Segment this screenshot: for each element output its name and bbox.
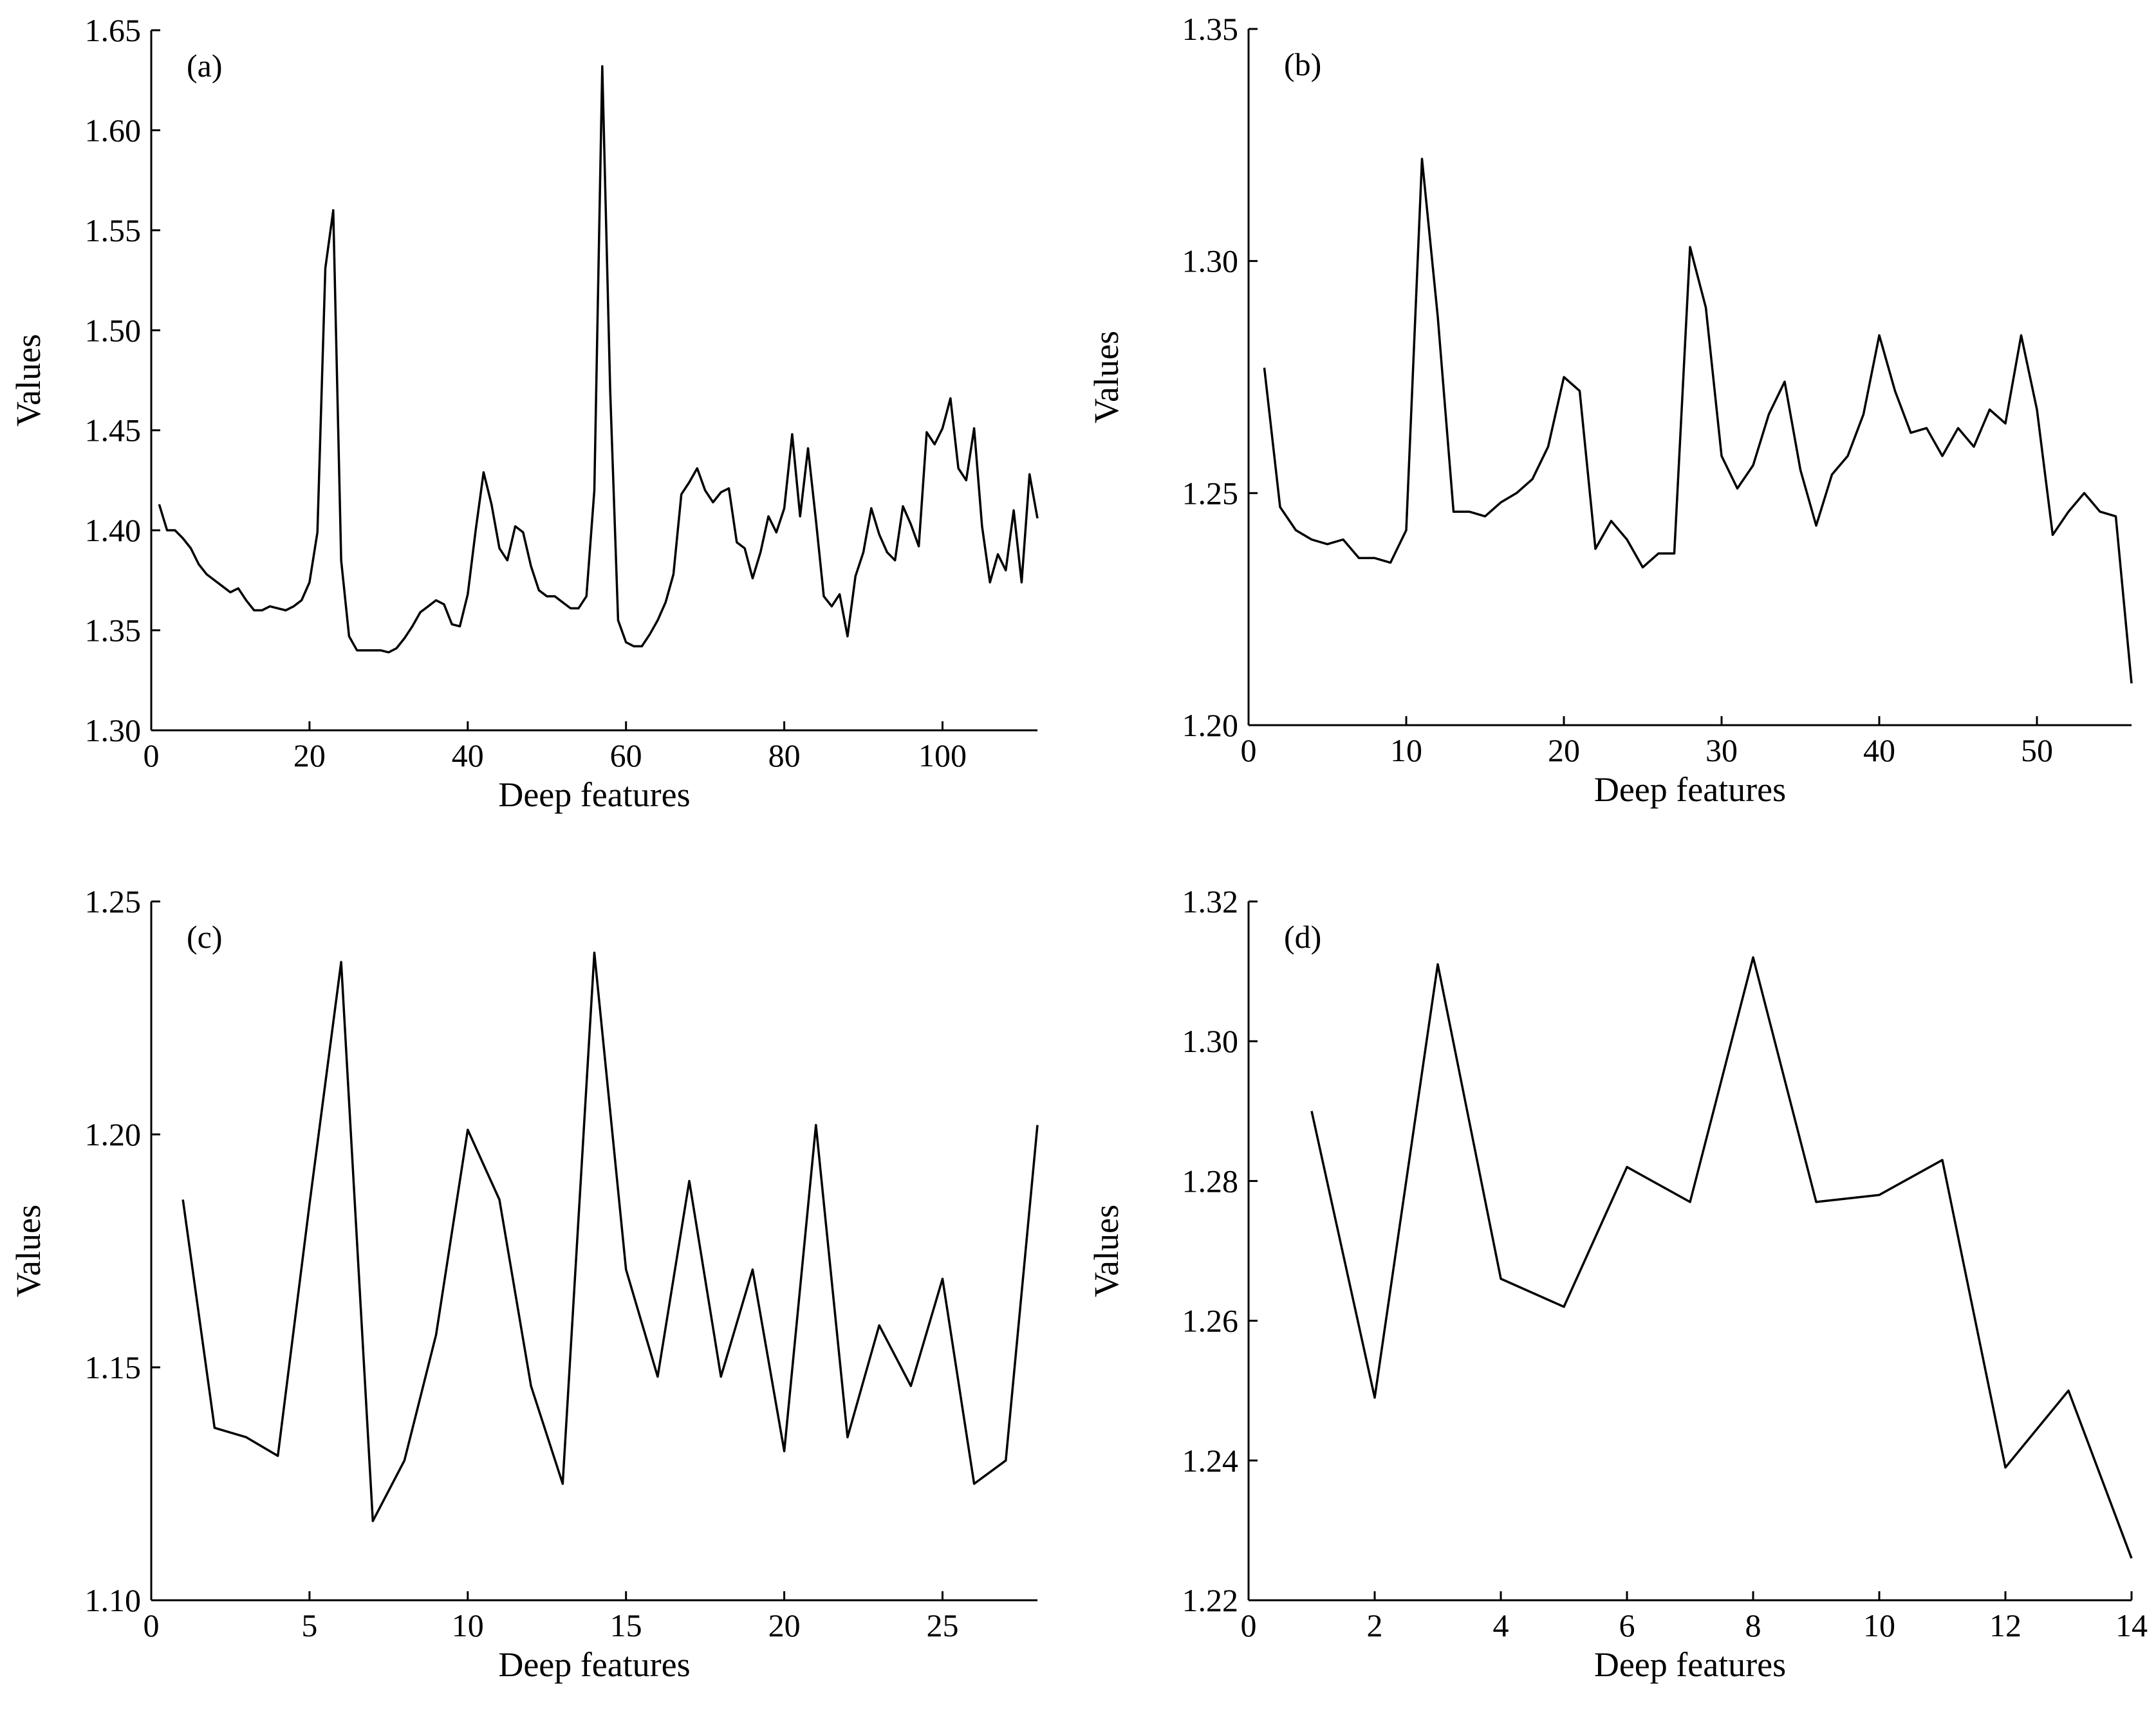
y-tick-label: 1.20 xyxy=(1182,707,1239,743)
y-tick-label: 1.28 xyxy=(1182,1163,1239,1199)
x-tick-label: 14 xyxy=(2115,1607,2148,1643)
y-tick-label: 1.30 xyxy=(1182,243,1239,279)
y-tick-label: 1.35 xyxy=(85,613,142,649)
y-tick-label: 1.50 xyxy=(85,312,142,348)
series-line xyxy=(1263,158,2133,684)
y-tick-label: 1.24 xyxy=(1182,1443,1239,1479)
x-axis-title: Deep features xyxy=(1594,770,1786,809)
x-tick-label: 5 xyxy=(301,1607,317,1643)
x-tick-label: 40 xyxy=(1863,732,1895,768)
y-axis-title: Values xyxy=(1087,331,1126,423)
series-line xyxy=(1310,956,2133,1559)
y-tick-label: 1.45 xyxy=(85,412,142,448)
y-tick-label: 1.60 xyxy=(85,112,142,148)
y-tick-label: 1.32 xyxy=(1182,883,1239,919)
y-tick-label: 1.35 xyxy=(1182,11,1239,47)
x-tick-label: 4 xyxy=(1493,1607,1509,1643)
y-tick-label: 1.22 xyxy=(1182,1582,1239,1618)
x-axis-title: Deep features xyxy=(498,1645,690,1684)
x-tick-label: 10 xyxy=(452,1607,484,1643)
y-axis-title: Values xyxy=(9,1205,48,1297)
x-tick-label: 60 xyxy=(610,737,642,773)
x-tick-label: 0 xyxy=(144,1607,160,1643)
x-tick-label: 80 xyxy=(768,737,801,773)
x-axis-title: Deep features xyxy=(1594,1645,1786,1684)
y-tick-label: 1.55 xyxy=(85,212,142,248)
y-tick-label: 1.15 xyxy=(85,1349,142,1385)
chart-panel: 0 2 4 6 8 10 12 14 1.22 1.24 1.26 1.28 1.30 1.32 Deep … xyxy=(1087,883,2148,1684)
x-tick-label: 20 xyxy=(1548,732,1580,768)
y-tick-label: 1.40 xyxy=(85,512,142,548)
x-tick-label: 10 xyxy=(1390,732,1422,768)
y-tick-label: 1.30 xyxy=(85,712,142,748)
x-tick-label: 50 xyxy=(2021,732,2053,768)
x-tick-label: 15 xyxy=(610,1607,642,1643)
series-line xyxy=(181,951,1039,1522)
x-tick-label: 40 xyxy=(452,737,484,773)
x-tick-label: 20 xyxy=(768,1607,801,1643)
x-tick-label: 0 xyxy=(1241,1607,1257,1643)
y-tick-label: 1.10 xyxy=(85,1582,142,1618)
x-tick-label: 10 xyxy=(1863,1607,1895,1643)
y-tick-label: 1.65 xyxy=(85,12,142,48)
chart-panel: 0 5 10 15 20 25 1.10 1.15 1.20 1.25 Deep features V… xyxy=(9,883,1039,1684)
x-tick-label: 100 xyxy=(918,737,967,773)
y-tick-label: 1.20 xyxy=(85,1116,142,1152)
y-axis-title: Values xyxy=(1087,1205,1126,1297)
panel-label: (c) xyxy=(187,919,223,955)
panel-label: (d) xyxy=(1284,919,1321,955)
x-tick-label: 0 xyxy=(1241,732,1257,768)
x-tick-label: 0 xyxy=(144,737,160,773)
x-tick-label: 2 xyxy=(1367,1607,1383,1643)
x-tick-label: 8 xyxy=(1745,1607,1761,1643)
y-tick-label: 1.25 xyxy=(85,883,142,919)
chart-panel: 0 20 40 60 80 100 1.30 1.35 1.40 1.45 1.50 1.55 1.60… xyxy=(9,12,1039,814)
x-axis-title: Deep features xyxy=(498,775,690,814)
panel-label: (a) xyxy=(187,48,223,84)
x-tick-label: 25 xyxy=(926,1607,958,1643)
y-tick-label: 1.25 xyxy=(1182,475,1239,511)
series-line xyxy=(158,65,1039,654)
x-tick-label: 20 xyxy=(293,737,326,773)
x-tick-label: 30 xyxy=(1705,732,1738,768)
chart-panel: 0 10 20 30 40 50 1.20 1.25 1.30 1.35 Deep features… xyxy=(1087,11,2133,809)
y-tick-label: 1.26 xyxy=(1182,1303,1239,1339)
y-tick-label: 1.30 xyxy=(1182,1023,1239,1059)
x-tick-label: 6 xyxy=(1619,1607,1635,1643)
panel-label: (b) xyxy=(1284,46,1321,82)
y-axis-title: Values xyxy=(9,334,48,427)
x-tick-label: 12 xyxy=(1989,1607,2021,1643)
